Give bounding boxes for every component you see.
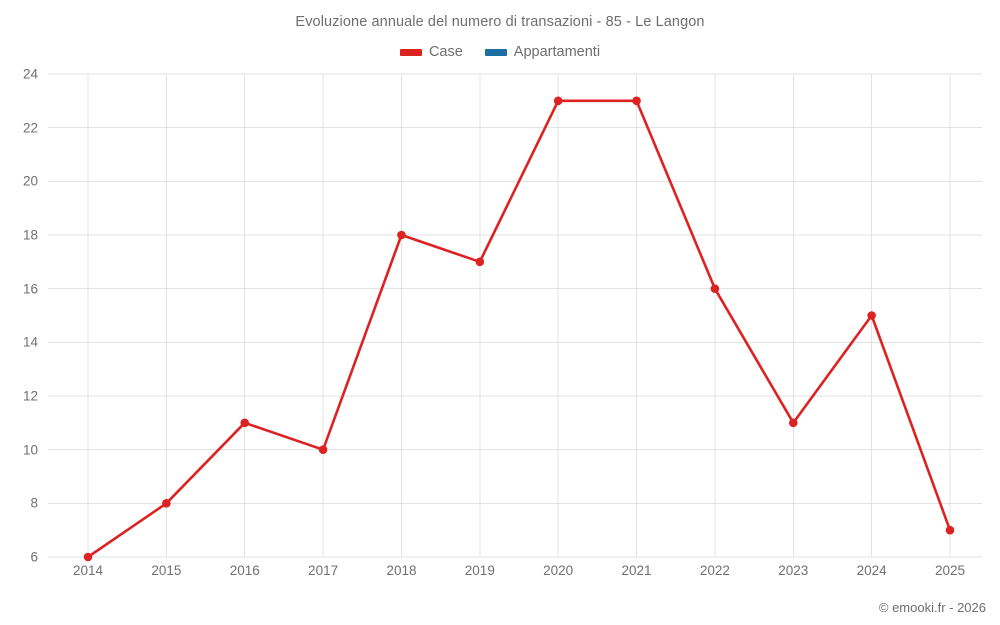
data-point[interactable] (162, 499, 171, 508)
x-tick-label: 2016 (229, 563, 260, 578)
y-tick-label: 16 (22, 281, 38, 297)
data-point[interactable] (945, 525, 955, 535)
x-tick-label: 2025 (934, 563, 966, 578)
series-line-case (86, 99, 952, 559)
x-axis: 2014 2015 2016 2017 2018 2019 2020 2021 2022 2023… (48, 563, 982, 589)
chart-legend: Case Appartamenti (0, 44, 1000, 60)
chart-title: Evoluzione annuale del numero di transaz… (295, 14, 705, 30)
y-tick-label: 6 (30, 549, 38, 565)
y-tick-label: 18 (22, 227, 38, 243)
legend-item-case[interactable]: Case (399, 44, 463, 60)
y-tick-label: 14 (22, 334, 38, 350)
data-point[interactable] (240, 418, 250, 428)
legend-swatch-case (399, 48, 422, 56)
data-point[interactable] (83, 552, 93, 562)
chart-plot-svg (48, 73, 982, 562)
data-point[interactable] (632, 96, 641, 106)
x-tick-label: 2024 (856, 563, 887, 578)
y-tick-label: 22 (22, 120, 38, 136)
y-tick-label: 24 (22, 66, 38, 82)
data-point[interactable] (397, 230, 406, 240)
plot-area (48, 73, 982, 562)
data-point[interactable] (788, 418, 798, 428)
data-point[interactable] (553, 96, 563, 106)
data-point[interactable] (710, 284, 720, 293)
y-axis: 6 8 10 12 14 16 18 20 22 24 (0, 67, 38, 565)
x-tick-label: 2019 (464, 563, 495, 578)
legend-label-appartamenti: Appartamenti (513, 44, 601, 60)
x-tick-label: 2021 (621, 563, 652, 578)
y-tick-label: 10 (22, 442, 38, 458)
x-tick-label: 2015 (151, 563, 182, 578)
x-tick-label: 2014 (72, 563, 104, 578)
x-tick-label: 2017 (308, 563, 339, 578)
data-point[interactable] (867, 311, 876, 320)
x-tick-label: 2023 (778, 563, 809, 578)
footer-credit: © emooki.fr - 2026 (878, 600, 986, 615)
data-point[interactable] (475, 257, 485, 267)
x-tick-label: 2020 (543, 563, 574, 578)
legend-swatch-appartamenti (484, 48, 507, 56)
x-tick-label: 2022 (699, 563, 730, 578)
y-tick-label: 8 (30, 495, 38, 511)
legend-item-appartamenti[interactable]: Appartamenti (484, 44, 601, 60)
data-point[interactable] (318, 445, 328, 454)
y-tick-label: 20 (22, 173, 38, 189)
legend-label-case: Case (428, 44, 463, 60)
y-tick-label: 12 (22, 388, 38, 404)
x-tick-label: 2018 (386, 563, 417, 578)
